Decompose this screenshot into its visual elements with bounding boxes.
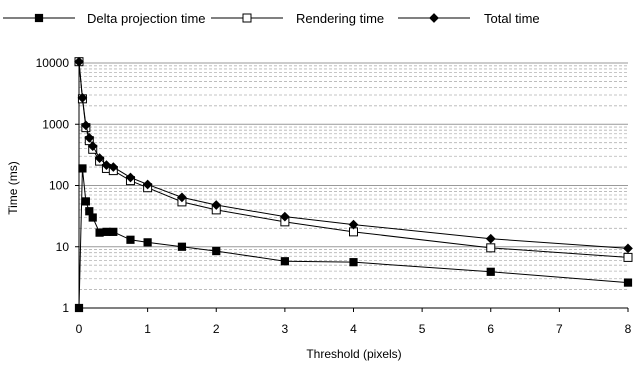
y-tick-label: 10 xyxy=(56,240,70,254)
data-point-rendering xyxy=(486,243,496,253)
legend-item-rendering: Rendering time xyxy=(211,11,384,26)
data-point-delta-projection xyxy=(212,246,221,256)
x-tick-label: 6 xyxy=(487,322,494,336)
grid xyxy=(79,62,628,309)
data-point-total xyxy=(348,219,359,230)
data-point-delta-projection xyxy=(81,197,90,206)
legend-marker xyxy=(429,13,439,23)
legend-label: Delta projection time xyxy=(87,11,206,26)
x-tick-label: 0 xyxy=(76,322,83,336)
legend-item-total: Total time xyxy=(398,11,540,26)
data-point-total xyxy=(87,141,98,151)
x-tick-label: 3 xyxy=(282,322,289,336)
x-tick-label: 2 xyxy=(213,322,220,336)
series-line-total xyxy=(78,61,629,249)
legend-marker xyxy=(34,13,44,23)
y-tick-label: 1 xyxy=(62,301,69,315)
data-point-rendering xyxy=(623,252,633,262)
data-point-total xyxy=(77,92,88,103)
x-tick-label: 5 xyxy=(419,322,426,336)
data-point-delta-projection xyxy=(88,213,97,222)
data-point-delta-projection xyxy=(177,242,187,251)
data-point-delta-projection xyxy=(102,227,111,236)
series-delta-projection xyxy=(74,164,633,313)
data-point-delta-projection xyxy=(280,257,289,266)
data-point-total xyxy=(280,211,290,222)
legend-label: Total time xyxy=(484,11,540,26)
series-rendering xyxy=(74,57,633,262)
data-point-total xyxy=(80,120,91,131)
data-point-delta-projection xyxy=(109,227,118,236)
data-point-total xyxy=(623,243,633,254)
series-line-delta-projection xyxy=(78,168,629,309)
x-tick-label: 8 xyxy=(625,322,632,336)
data-point-total xyxy=(74,56,84,67)
y-tick-label: 10000 xyxy=(36,56,70,70)
data-point-total xyxy=(142,179,153,190)
data-point-total xyxy=(125,172,136,183)
x-axis-title: Threshold (pixels) xyxy=(306,347,401,361)
data-point-total xyxy=(84,132,95,143)
data-point-total xyxy=(108,162,119,172)
data-point-delta-projection xyxy=(95,228,104,237)
data-point-total xyxy=(485,233,496,244)
data-point-total xyxy=(101,160,112,171)
y-tick-label: 1000 xyxy=(42,117,69,131)
y-tick-label: 100 xyxy=(49,179,69,193)
data-point-total xyxy=(211,200,222,210)
x-tick-label: 4 xyxy=(350,322,357,336)
x-tick-label: 7 xyxy=(556,322,563,336)
legend-item-delta-projection: Delta projection time xyxy=(3,11,206,26)
data-point-delta-projection xyxy=(623,278,633,287)
data-point-total xyxy=(177,192,187,203)
legend-label: Rendering time xyxy=(296,11,384,26)
y-axis-title: Time (ms) xyxy=(6,161,20,215)
legend-marker xyxy=(242,13,252,23)
data-point-delta-projection xyxy=(126,235,135,244)
x-tick-label: 1 xyxy=(144,322,151,336)
series-line-rendering xyxy=(78,61,629,258)
legend: Delta projection time Rendering time Total… xyxy=(3,11,540,26)
data-point-delta-projection xyxy=(74,303,84,313)
data-point-delta-projection xyxy=(143,238,152,247)
data-point-delta-projection xyxy=(78,164,87,173)
data-point-delta-projection xyxy=(349,258,358,267)
series-total xyxy=(74,56,633,254)
data-point-delta-projection xyxy=(486,267,495,276)
series-layer xyxy=(74,56,633,313)
data-point-total xyxy=(94,153,105,163)
